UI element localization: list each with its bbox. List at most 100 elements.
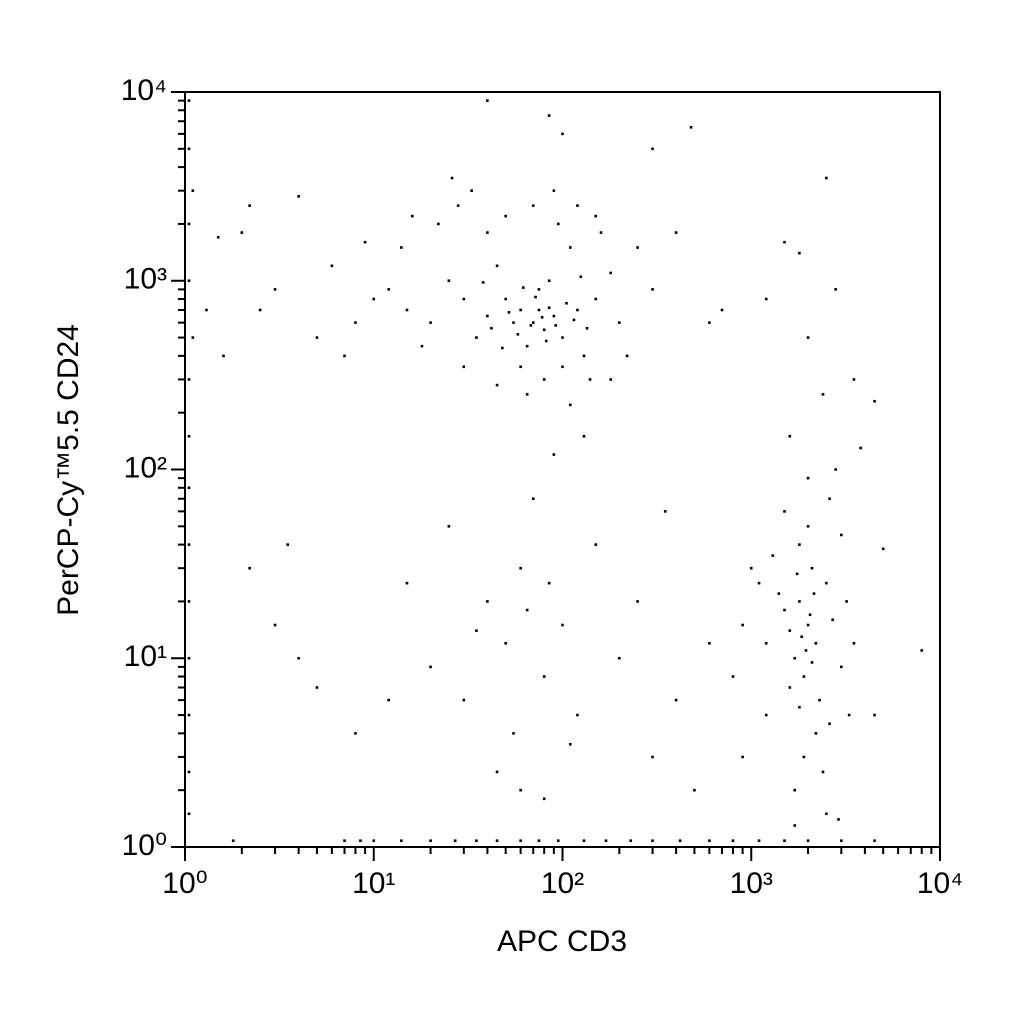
dot xyxy=(475,336,478,339)
dot xyxy=(798,600,801,603)
dot xyxy=(674,698,678,702)
dot xyxy=(205,308,208,312)
dot xyxy=(286,543,289,546)
dot xyxy=(674,231,678,234)
dot xyxy=(741,755,744,759)
dot xyxy=(222,354,225,358)
dot xyxy=(825,812,828,816)
dot xyxy=(651,288,654,291)
dot xyxy=(187,99,191,102)
dot xyxy=(556,839,560,842)
dot xyxy=(363,240,367,244)
dot xyxy=(609,271,612,275)
dot xyxy=(529,324,533,327)
dot xyxy=(594,214,598,218)
dot xyxy=(187,147,191,151)
dot xyxy=(552,189,556,192)
dot xyxy=(834,468,837,471)
dot xyxy=(821,393,825,396)
dot xyxy=(663,510,667,513)
dot xyxy=(519,788,522,792)
dot xyxy=(576,713,579,717)
dot xyxy=(920,649,924,652)
dot xyxy=(258,308,262,312)
dot xyxy=(456,204,460,207)
dot xyxy=(572,318,576,322)
dot xyxy=(783,240,786,244)
dot xyxy=(788,434,792,438)
dot xyxy=(231,839,235,842)
dot xyxy=(585,326,589,330)
dot xyxy=(783,510,786,513)
dot xyxy=(636,246,639,249)
dot xyxy=(731,675,735,678)
dot xyxy=(802,675,806,678)
dot xyxy=(757,581,761,585)
dot xyxy=(651,839,654,842)
dot xyxy=(812,592,816,595)
dot xyxy=(542,378,546,381)
x-tick-label: 10² xyxy=(541,867,584,900)
dot xyxy=(525,393,529,396)
dot xyxy=(507,311,511,314)
x-tick-label: 10⁰ xyxy=(162,867,207,900)
dot xyxy=(504,642,507,645)
x-tick-label: 10¹ xyxy=(352,867,395,900)
dot xyxy=(802,755,806,759)
dot xyxy=(437,222,440,226)
dot xyxy=(542,797,546,801)
dot xyxy=(475,839,478,842)
dot xyxy=(741,623,744,627)
dot xyxy=(814,732,818,735)
dot xyxy=(847,713,851,717)
dot xyxy=(216,235,220,239)
dot xyxy=(400,246,403,249)
dot xyxy=(537,839,541,842)
dot xyxy=(240,231,244,234)
dot xyxy=(372,839,376,842)
dot xyxy=(519,566,522,570)
dot xyxy=(629,839,633,842)
dot xyxy=(547,581,551,585)
dot xyxy=(542,675,546,678)
dot xyxy=(450,176,454,180)
x-tick-label: 10⁴ xyxy=(917,867,963,900)
dot xyxy=(372,297,376,301)
y-tick-label: 10³ xyxy=(124,263,167,296)
dot xyxy=(825,581,828,585)
dot xyxy=(490,326,493,330)
dot xyxy=(547,279,551,283)
y-axis-label: PerCP-Cy™5.5 CD24 xyxy=(52,324,85,616)
dot xyxy=(831,618,834,622)
dot xyxy=(447,525,451,528)
dot xyxy=(594,297,598,301)
dot xyxy=(708,839,711,842)
dot xyxy=(405,581,409,585)
dot xyxy=(552,453,556,456)
dot xyxy=(810,566,814,570)
dot xyxy=(783,839,786,842)
y-tick-label: 10⁰ xyxy=(122,829,167,862)
dot xyxy=(522,286,525,289)
dot xyxy=(594,543,598,546)
dot xyxy=(576,204,579,207)
dot xyxy=(330,264,334,268)
dot xyxy=(519,308,522,312)
dot xyxy=(315,336,319,339)
dot xyxy=(806,623,810,627)
dot xyxy=(486,231,489,234)
dot xyxy=(569,743,572,746)
dot xyxy=(873,839,876,842)
dot xyxy=(804,649,808,652)
dot xyxy=(837,818,840,821)
dot xyxy=(531,497,535,501)
x-tick-label: 10³ xyxy=(730,867,773,900)
dot xyxy=(453,839,457,842)
dot xyxy=(405,308,409,312)
dot xyxy=(806,336,810,339)
dot xyxy=(297,656,300,660)
dot xyxy=(828,722,831,726)
dot xyxy=(800,635,803,639)
dot xyxy=(410,214,414,218)
